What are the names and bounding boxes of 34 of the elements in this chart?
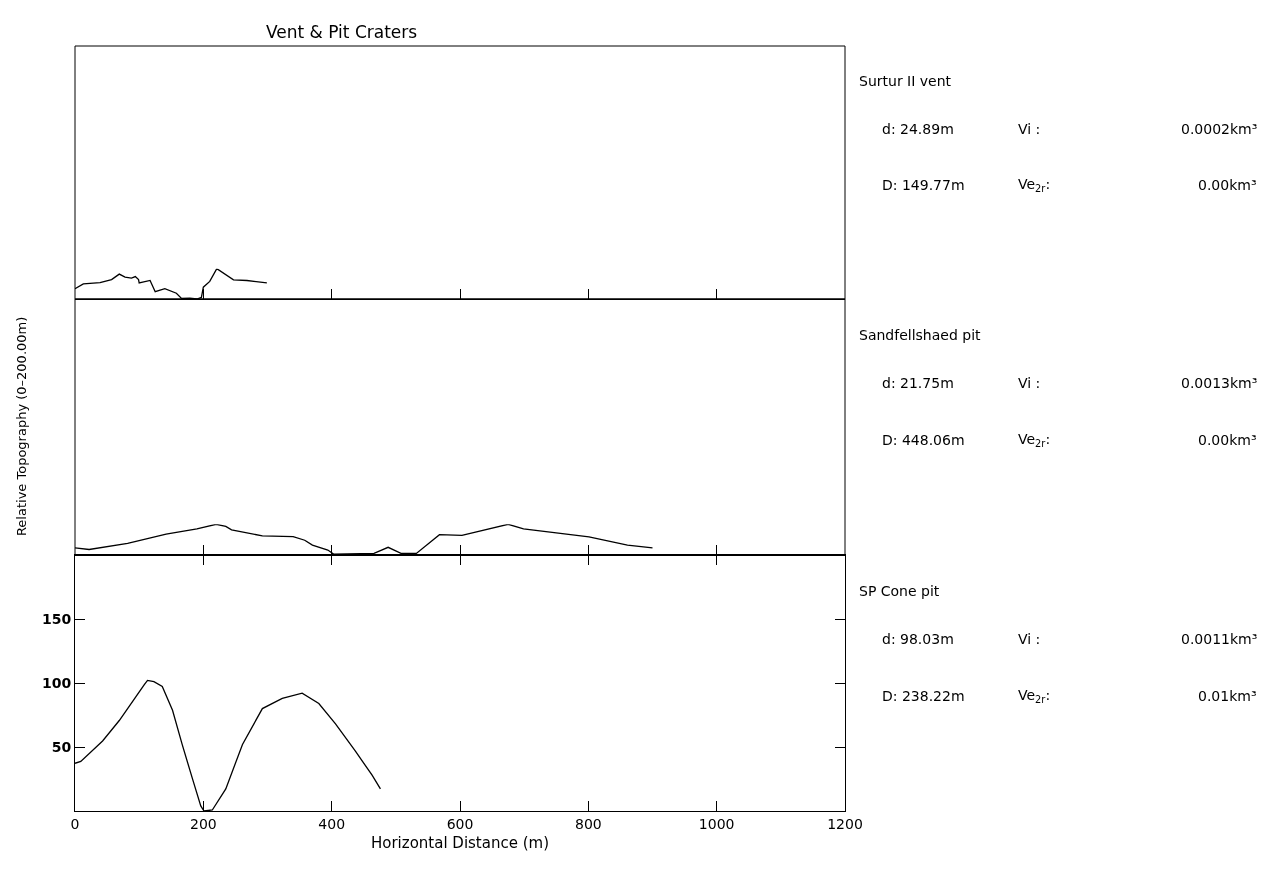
x-tick-label: 600 [446,815,474,832]
x-tick-label: 1200 [827,815,863,832]
x-axis-title: Horizontal Distance (m) [370,833,550,852]
text: 0.00km³ [1198,177,1257,193]
x-tick-label: 400 [318,815,346,832]
text: d: 24.89m [882,121,954,137]
text: d: 21.75m [882,375,954,391]
text: Sandfellshaed pit [859,327,982,343]
text: Vi : [1018,121,1041,137]
text: Vi : [1018,375,1041,391]
y-tick-label: 150 [41,610,72,627]
text: 0.00km³ [1198,432,1257,448]
text: 0.0013km³ [1181,375,1258,391]
text: Ve$_{2r}$: [1018,687,1051,705]
text: d: 98.03m [882,631,954,647]
text: SP Cone pit [859,583,940,599]
chart-title: Vent & Pit Craters [265,22,418,43]
y-tick-label: 50 [51,738,72,755]
text: Vi : [1018,631,1041,647]
y-tick-label: 100 [41,674,72,691]
text: D: 149.77m [882,177,965,193]
text: Ve$_{2r}$: [1018,176,1051,194]
x-tick-label: 1000 [698,815,735,832]
text: D: 238.22m [882,688,965,704]
x-tick-label: 0 [70,815,80,832]
text: Surtur II vent [859,73,952,89]
text: D: 448.06m [882,432,965,448]
x-tick-label: 800 [574,815,602,832]
x-tick-label: 200 [189,815,217,832]
y-axis-title: Relative Topography (0–200.00m) [14,316,30,537]
text: 0.0011km³ [1181,631,1258,647]
text: 0.0002km³ [1181,121,1258,137]
text: 0.01km³ [1198,688,1257,704]
text: Ve$_{2r}$: [1018,431,1051,449]
